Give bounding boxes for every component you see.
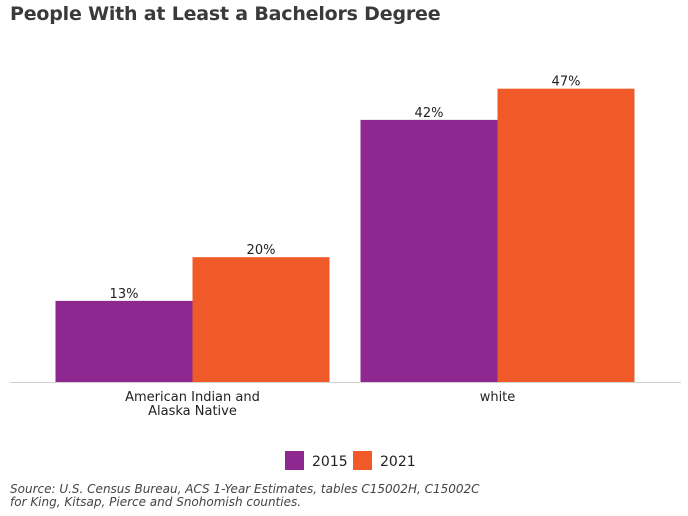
source-line-1: Source: U.S. Census Bureau, ACS 1-Year E… [10, 482, 480, 496]
bar-2021-1 [497, 88, 635, 383]
x-tick-label-0-1: Alaska Native [148, 404, 237, 419]
legend-label-2021: 2021 [380, 454, 416, 470]
data-label-2015-0: 13% [110, 287, 139, 302]
source-note: Source: U.S. Census Bureau, ACS 1-Year E… [10, 483, 610, 509]
source-line-2: for King, Kitsap, Pierce and Snohomish c… [10, 495, 302, 509]
bar-2015-1 [360, 119, 498, 383]
legend-label-2015: 2015 [312, 454, 348, 470]
bar-2021-0 [192, 257, 330, 382]
x-tick-label-0-0: American Indian and [125, 390, 260, 405]
legend-swatch-2021 [353, 451, 372, 470]
x-tick-label-1-0: white [480, 390, 516, 405]
bar-2015-0 [55, 300, 193, 382]
data-label-2021-1: 47% [552, 75, 581, 90]
chart-title: People With at Least a Bachelors Degree [10, 3, 441, 25]
data-label-2021-0: 20% [247, 243, 276, 258]
data-label-2015-1: 42% [415, 106, 444, 121]
legend-swatch-2015 [285, 451, 304, 470]
